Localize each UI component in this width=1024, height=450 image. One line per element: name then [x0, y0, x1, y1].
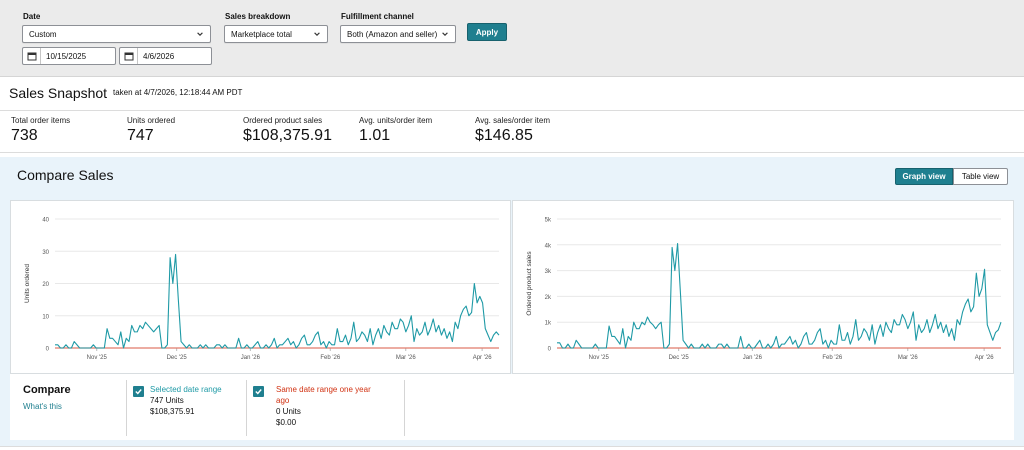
- y-axis-label: Ordered product sales: [526, 251, 533, 316]
- selected-range-checkbox[interactable]: [133, 386, 144, 397]
- prior-year-sales: $0.00: [276, 418, 297, 427]
- units-chart-panel: 0 10 20 30 40 Units ordered Nov '25 Dec '25 Jan …: [10, 200, 511, 374]
- fulfillment-select[interactable]: Both (Amazon and seller): [340, 25, 456, 43]
- metric-label: Avg. units/order item: [359, 116, 433, 125]
- chevron-down-icon: [314, 32, 320, 36]
- divider: [246, 380, 247, 436]
- x-tick-label: Jan '26: [743, 355, 763, 361]
- metric-value: 1.01: [359, 127, 391, 144]
- fulfillment-label: Fulfillment channel: [341, 12, 414, 21]
- snapshot-timestamp: taken at 4/7/2026, 12:18:44 AM PDT: [113, 88, 243, 97]
- series-line-selected-range: [55, 253, 500, 349]
- y-tick-label: 40: [42, 218, 49, 224]
- units-ordered-chart: 0 10 20 30 40 Units ordered Nov '25 Dec '25 Jan …: [24, 218, 500, 361]
- y-tick-label: 0: [548, 347, 552, 353]
- end-date-value: 4/6/2026: [143, 51, 175, 61]
- calendar-icon[interactable]: [23, 48, 41, 64]
- metric-value: 738: [11, 127, 38, 144]
- table-view-button[interactable]: Table view: [953, 168, 1008, 185]
- x-tick-label: Mar '26: [898, 355, 918, 361]
- selected-range-units: 747 Units: [150, 396, 184, 405]
- chevron-down-icon: [442, 32, 448, 36]
- x-tick-label: Apr '26: [975, 355, 994, 361]
- y-tick-label: 5k: [545, 218, 552, 224]
- compare-legend-title: Compare: [23, 384, 71, 396]
- x-tick-label: Feb '26: [320, 355, 340, 361]
- y-tick-label: 20: [42, 282, 49, 288]
- sales-snapshot-title: Sales Snapshot: [9, 85, 108, 101]
- y-tick-label: 30: [42, 250, 49, 256]
- divider: [0, 152, 1024, 153]
- x-tick-label: Mar '26: [396, 355, 416, 361]
- date-range-value: Custom: [29, 29, 57, 39]
- ordered-sales-chart: 0 1k 2k 3k 4k 5k Ordered product sales Nov '25 D…: [526, 218, 1002, 361]
- y-tick-label: 1k: [545, 321, 552, 327]
- metric-label: Ordered product sales: [243, 116, 323, 125]
- checkmark-icon: [255, 389, 262, 395]
- sales-breakdown-label: Sales breakdown: [225, 12, 291, 21]
- compare-sales-title: Compare Sales: [17, 167, 114, 183]
- graph-view-button[interactable]: Graph view: [895, 168, 953, 185]
- prior-year-label-cont: ago: [276, 396, 290, 405]
- y-tick-label: 10: [42, 314, 49, 320]
- fulfillment-value: Both (Amazon and seller): [347, 29, 438, 39]
- x-tick-label: Feb '26: [822, 355, 842, 361]
- metric-value: $146.85: [475, 127, 533, 144]
- series-line-selected-range: [557, 242, 1002, 349]
- sales-breakdown-value: Marketplace total: [231, 29, 292, 39]
- metric-label: Total order items: [11, 116, 71, 125]
- y-axis-label: Units ordered: [24, 264, 31, 303]
- metric-value: $108,375.91: [243, 127, 332, 144]
- y-tick-label: 4k: [545, 243, 552, 249]
- divider: [126, 380, 127, 436]
- date-label: Date: [23, 12, 41, 21]
- selected-range-sales: $108,375.91: [150, 407, 195, 416]
- prior-year-label: Same date range one year: [276, 385, 371, 394]
- y-tick-label: 2k: [545, 295, 552, 301]
- divider: [404, 380, 405, 436]
- x-tick-label: Nov '25: [87, 355, 108, 361]
- prior-year-checkbox[interactable]: [253, 386, 264, 397]
- end-date-input[interactable]: 4/6/2026: [119, 47, 212, 65]
- apply-button[interactable]: Apply: [467, 23, 507, 41]
- whats-this-link[interactable]: What's this: [23, 402, 62, 411]
- x-tick-label: Dec '25: [167, 355, 188, 361]
- metric-value: 747: [127, 127, 154, 144]
- x-tick-label: Nov '25: [589, 355, 610, 361]
- start-date-value: 10/15/2025: [46, 51, 87, 61]
- divider: [0, 446, 1024, 447]
- sales-chart-panel: 0 1k 2k 3k 4k 5k Ordered product sales Nov '25 D…: [512, 200, 1014, 374]
- checkmark-icon: [135, 389, 142, 395]
- divider: [0, 110, 1024, 111]
- sales-breakdown-select[interactable]: Marketplace total: [224, 25, 328, 43]
- y-tick-label: 3k: [545, 269, 552, 275]
- calendar-icon[interactable]: [120, 48, 138, 64]
- compare-legend: [10, 374, 1014, 440]
- chevron-down-icon: [197, 32, 203, 36]
- x-tick-label: Jan '26: [241, 355, 261, 361]
- metric-label: Units ordered: [127, 116, 176, 125]
- filter-bar: Date Custom 10/15/2025 4/6/2026 Sales br…: [0, 0, 1024, 77]
- start-date-input[interactable]: 10/15/2025: [22, 47, 116, 65]
- date-range-select[interactable]: Custom: [22, 25, 211, 43]
- x-tick-label: Apr '26: [473, 355, 492, 361]
- prior-year-units: 0 Units: [276, 407, 301, 416]
- metric-label: Avg. sales/order item: [475, 116, 550, 125]
- y-tick-label: 0: [46, 347, 50, 353]
- selected-range-label: Selected date range: [150, 385, 222, 394]
- x-tick-label: Dec '25: [669, 355, 690, 361]
